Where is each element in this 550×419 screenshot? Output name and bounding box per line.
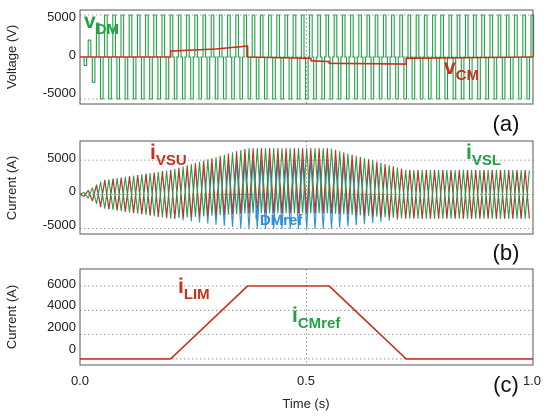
panel-c-frame [79,268,534,366]
series-line-ivsl [79,147,530,219]
panel-b-y-tick: -5000 [43,217,76,232]
legend-label-vcm: vCM [444,56,479,84]
panel-c-y-tick: 0 [69,341,76,356]
x-axis-label: Time (s) [282,396,329,411]
panel-a-plot-area [80,14,535,100]
panel-c-y-tick: 6000 [47,276,76,291]
x-axis: 0.0 0.5 1.0 Time (s) [71,373,541,411]
panel-c-y-tick: 2000 [47,319,76,334]
legend-label-ivsu: iVSU [150,141,187,169]
panel-a: 5000 0 -5000 Voltage (V) (a) vDM vCM [4,9,535,136]
legend-label-vdm: vDM [84,10,119,38]
panel-b-tag: (b) [493,240,520,265]
panel-c-tag: (c) [493,372,519,397]
panel-a-frame [79,9,534,105]
x-tick-label: 0.0 [71,373,89,388]
series-line-vcm [80,45,534,65]
panel-b: 5000 0 -5000 Current (A) (b) iVSU iVSL i… [4,140,534,265]
panel-c: 6000 4000 2000 0 Current (A) (c) iLIM iC… [4,268,534,397]
panel-b-y-axis-label: Current (A) [4,156,19,220]
legend-label-icmref: iCMref [292,304,341,332]
legend-label-idmref: iDMref [254,201,303,229]
panel-b-frame [79,140,534,235]
panel-c-y-axis-label: Current (A) [4,285,19,349]
panel-c-y-tick: 4000 [47,297,76,312]
legend-label-ilim: iLIM [178,275,210,303]
panel-a-y-tick: 5000 [47,9,76,24]
panel-b-y-tick: 5000 [47,150,76,165]
panel-c-plot-area [80,285,533,360]
panel-a-y-tick: -5000 [43,85,76,100]
panel-a-tag: (a) [493,111,520,136]
panel-b-plot-area [79,147,530,230]
legend-label-ivsl: iVSL [466,141,501,169]
x-tick-label: 1.0 [523,373,541,388]
panel-a-y-axis-label: Voltage (V) [4,25,19,89]
x-tick-label: 0.5 [297,373,315,388]
panel-b-y-tick: 0 [69,183,76,198]
panel-a-y-tick: 0 [69,47,76,62]
series-line-ilim [80,285,533,360]
